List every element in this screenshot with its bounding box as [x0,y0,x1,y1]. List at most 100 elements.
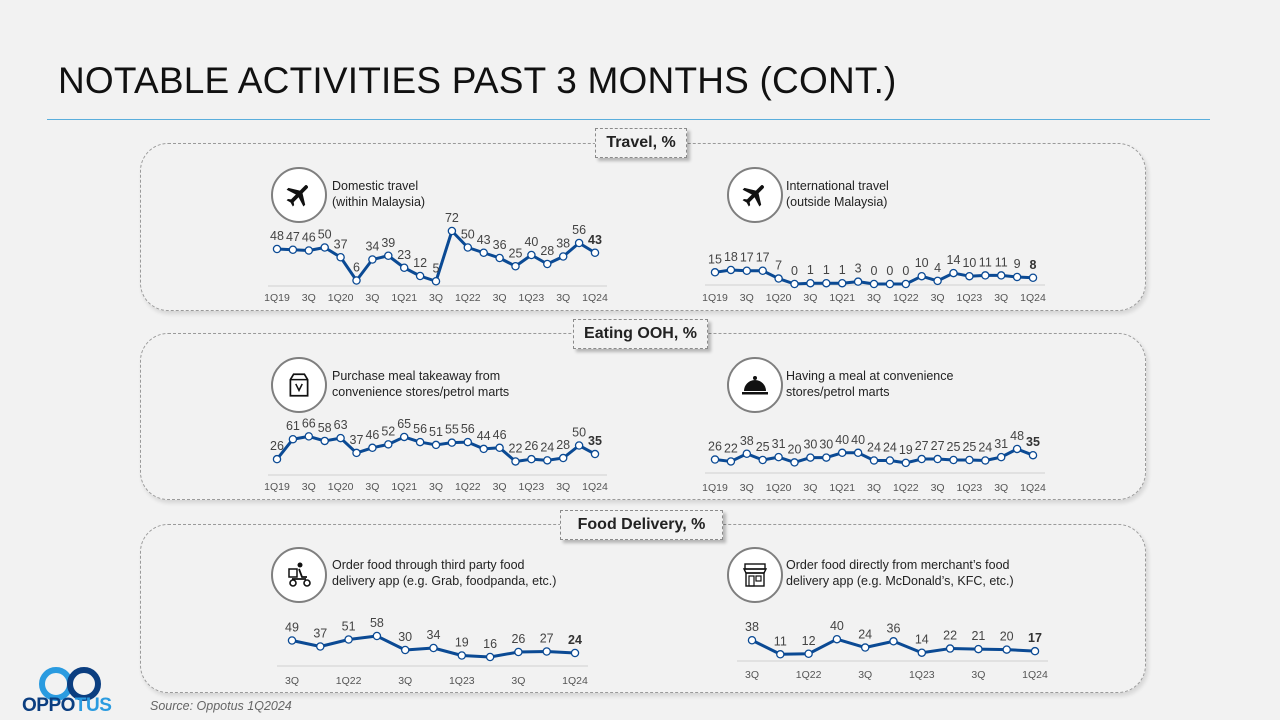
data-label: 51 [429,425,443,439]
data-point [726,265,736,275]
data-point [776,650,785,659]
data-label: 24 [540,440,554,454]
data-point [1012,444,1022,454]
data-label: 43 [477,233,491,247]
x-tick-label: 1Q24 [582,481,608,493]
data-label: 30 [819,438,833,452]
chart-title-third-party-delivery: Order food through third party food deliv… [332,557,602,589]
data-label: 7 [775,259,782,273]
data-point [949,455,958,465]
x-tick-label: 1Q24 [1020,292,1046,304]
data-point [399,263,409,273]
data-point [415,271,425,281]
data-point [558,252,568,261]
data-label: 18 [724,250,738,264]
data-point [806,453,815,462]
data-point [710,455,720,464]
data-label: 0 [902,264,909,278]
data-label: 12 [413,256,427,270]
data-point [479,444,488,454]
x-tick-label: 3Q [994,292,1008,304]
data-point [790,279,799,289]
x-tick-label: 3Q [511,675,525,687]
section-label-travel: Travel, % [595,128,687,158]
x-tick-label: 1Q23 [449,675,475,687]
data-label: 10 [915,256,929,270]
data-point [399,432,409,442]
chart-title-meal-at-store: Having a meal at convenience stores/petro… [786,368,1056,400]
data-point [758,266,767,275]
data-label: 37 [350,433,364,447]
data-label: 37 [334,237,348,251]
data-label: 19 [899,443,913,457]
page-title: NOTABLE ACTIVITIES PAST 3 MONTHS (CONT.) [58,60,897,101]
data-point [742,449,752,459]
data-point [543,456,552,465]
data-point [747,635,757,645]
merchant-delivery-chart: 38 11 12 40 24 36 14 22 21 20 17 3Q 1Q22 3Q 1Q23 3Q 1Q24 [737,619,1048,681]
x-tick-label: 3Q [302,292,316,304]
data-point [400,645,410,655]
data-label: 38 [745,620,759,634]
data-label: 58 [318,421,332,435]
x-tick-label: 3Q [429,292,443,304]
data-point [558,453,568,463]
data-label: 28 [540,244,554,258]
data-point [590,449,600,459]
data-point [590,248,600,258]
data-point [485,652,495,662]
data-label: 65 [397,417,411,431]
data-point [316,642,325,651]
data-label: 56 [461,422,475,436]
data-label: 25 [962,440,976,454]
caption-line: Having a meal at convenience [786,369,954,383]
data-point [1028,450,1038,460]
x-tick-label: 3Q [803,482,817,494]
data-label: 46 [365,428,379,442]
data-label: 1 [839,263,846,277]
data-label: 8 [1030,258,1037,272]
data-label: 34 [427,628,441,642]
data-label: 25 [756,440,770,454]
data-point [949,268,958,278]
data-point [804,649,813,659]
data-point [1002,645,1011,654]
data-label: 49 [285,621,299,635]
data-label: 19 [455,636,469,650]
data-point [889,637,898,646]
x-tick-label: 3Q [556,481,570,493]
x-tick-label: 1Q23 [909,669,935,681]
x-tick-label: 1Q23 [519,481,545,493]
data-label: 11 [995,255,1008,269]
data-label: 31 [994,437,1008,451]
logo-wordmark: OPPOTUS [22,695,112,717]
x-tick-label: 3Q [493,292,507,304]
data-label: 0 [791,264,798,278]
x-tick-label: 3Q [302,481,316,493]
x-tick-label: 3Q [365,481,379,493]
data-label: 25 [509,246,523,260]
caption-line: delivery app (e.g. McDonald’s, KFC, etc.… [786,574,1014,588]
data-label: 6 [353,261,360,275]
data-label: 46 [493,428,507,442]
data-label: 35 [588,434,602,448]
caption-line: International travel [786,179,889,193]
data-label: 0 [886,264,893,278]
third-party-delivery-chart: 49 37 51 58 30 34 19 16 26 27 24 3Q 1Q22 3Q 1Q23 3Q 1Q24 [277,616,588,687]
data-label: 1 [807,263,814,277]
data-point [288,245,298,254]
data-label: 27 [540,632,554,646]
data-label: 50 [461,228,475,242]
cloche-icon [727,357,783,413]
data-point [917,271,926,281]
x-tick-label: 3Q [745,669,759,681]
data-label: 11 [774,634,787,648]
data-point [917,648,927,657]
data-point [1028,273,1038,283]
data-label: 20 [788,442,802,456]
data-label: 48 [270,229,284,243]
data-point [774,452,783,462]
data-point [1030,646,1040,656]
